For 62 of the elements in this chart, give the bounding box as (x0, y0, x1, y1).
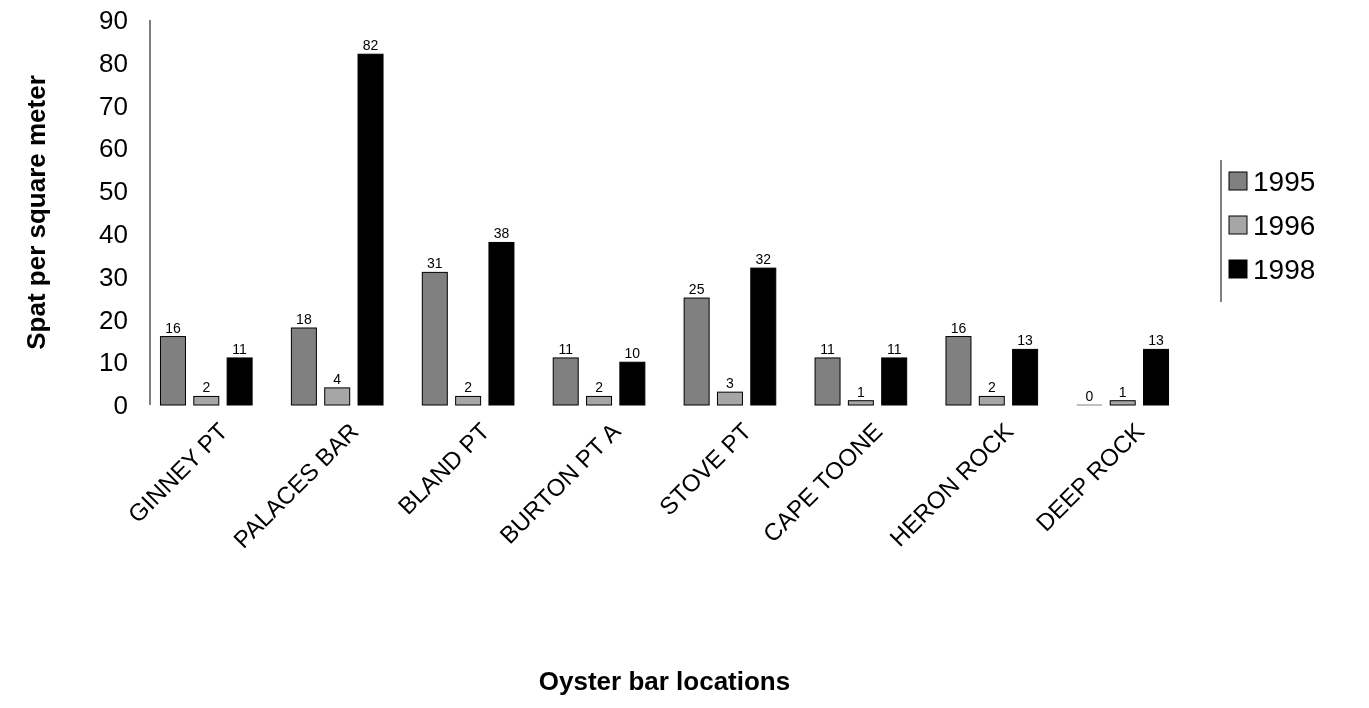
bar (226, 357, 253, 406)
data-label: 13 (1017, 332, 1034, 349)
data-label: 2 (987, 379, 996, 396)
data-label: 1 (1118, 383, 1127, 400)
bar (586, 395, 613, 406)
y-tick-label: 30 (99, 261, 128, 292)
data-label: 11 (558, 340, 574, 357)
bar (1109, 400, 1136, 406)
bar (193, 395, 220, 406)
data-label: 4 (333, 370, 342, 387)
bar (716, 391, 743, 406)
bar (619, 361, 646, 406)
data-label: 2 (595, 379, 604, 396)
data-label: 11 (232, 340, 248, 357)
bar (1012, 348, 1039, 406)
data-label: 18 (296, 311, 312, 327)
bar (455, 395, 482, 406)
bar (683, 297, 710, 406)
data-label: 38 (493, 225, 510, 242)
bar (814, 357, 841, 406)
bar (847, 400, 874, 406)
bar (750, 267, 777, 406)
data-label: 0 (1085, 388, 1094, 404)
x-axis-title: Oyster bar locations (538, 666, 791, 696)
data-label: 32 (755, 251, 772, 268)
bar (1143, 348, 1170, 406)
y-tick-label: 0 (113, 390, 128, 421)
data-label: 11 (886, 340, 902, 357)
bar (978, 395, 1005, 406)
bar (290, 327, 317, 406)
bar (552, 357, 579, 406)
bar (324, 387, 351, 406)
data-label: 31 (427, 255, 443, 272)
bar (421, 271, 448, 406)
data-label: 10 (624, 345, 641, 362)
data-label: 16 (165, 319, 181, 336)
y-axis-title: Spat per square meter (21, 75, 51, 350)
data-label: 82 (362, 37, 379, 54)
bar (357, 53, 384, 406)
bar (945, 336, 972, 406)
data-label: 11 (820, 340, 836, 357)
data-label: 1 (856, 383, 865, 400)
y-tick-label: 80 (99, 47, 128, 78)
y-tick-label: 20 (99, 304, 128, 335)
bar (159, 336, 186, 406)
y-tick-label: 10 (99, 347, 128, 378)
y-tick-label: 40 (99, 218, 128, 249)
y-tick-label: 50 (99, 176, 128, 207)
bar (488, 241, 515, 406)
data-label: 2 (202, 379, 211, 396)
y-tick-label: 60 (99, 133, 128, 164)
legend-label: 1996 (1253, 209, 1316, 241)
y-tick-label: 90 (99, 5, 128, 36)
data-label: 2 (464, 379, 473, 396)
data-label: 16 (950, 319, 967, 336)
bar (881, 357, 908, 406)
legend-label: 1995 (1253, 165, 1316, 197)
data-label: 3 (726, 375, 735, 392)
data-label: 25 (688, 281, 705, 298)
data-label: 13 (1148, 332, 1165, 349)
legend-label: 1998 (1253, 253, 1316, 285)
y-tick-label: 70 (99, 90, 128, 121)
